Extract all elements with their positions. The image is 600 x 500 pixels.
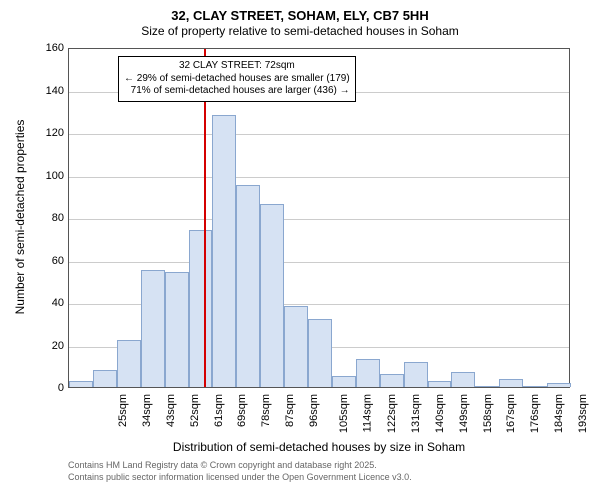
histogram-bar xyxy=(499,379,523,388)
y-tick-label: 20 xyxy=(0,340,64,352)
histogram-bar xyxy=(523,386,547,387)
y-tick-label: 140 xyxy=(0,85,64,97)
x-tick-label: 105sqm xyxy=(338,394,350,433)
histogram-bar xyxy=(212,115,236,387)
x-tick-label: 167sqm xyxy=(506,394,518,433)
annotation-line3: 71% of semi-detached houses are larger (… xyxy=(124,85,350,98)
attribution-text: Contains HM Land Registry data © Crown c… xyxy=(68,460,412,483)
x-tick-label: 193sqm xyxy=(577,394,589,433)
x-tick-label: 140sqm xyxy=(434,394,446,433)
histogram-bar xyxy=(117,340,141,387)
histogram-bar xyxy=(547,383,571,387)
histogram-bar xyxy=(260,204,284,387)
y-tick-label: 60 xyxy=(0,255,64,267)
x-tick-label: 122sqm xyxy=(386,394,398,433)
gridline xyxy=(69,262,569,263)
histogram-bar xyxy=(380,374,404,387)
histogram-bar xyxy=(404,362,428,388)
chart-title: 32, CLAY STREET, SOHAM, ELY, CB7 5HH xyxy=(0,8,600,23)
x-tick-label: 69sqm xyxy=(237,394,249,427)
x-tick-label: 61sqm xyxy=(213,394,225,427)
gridline xyxy=(69,219,569,220)
x-tick-label: 184sqm xyxy=(553,394,565,433)
gridline xyxy=(69,177,569,178)
histogram-bar xyxy=(451,372,475,387)
y-tick-label: 100 xyxy=(0,170,64,182)
x-tick-label: 131sqm xyxy=(410,394,422,433)
x-tick-label: 25sqm xyxy=(117,394,129,427)
y-tick-label: 0 xyxy=(0,382,64,394)
x-axis-label: Distribution of semi-detached houses by … xyxy=(68,440,570,454)
histogram-bar xyxy=(93,370,117,387)
histogram-bar xyxy=(284,306,308,387)
x-tick-label: 176sqm xyxy=(529,394,541,433)
y-tick-label: 40 xyxy=(0,297,64,309)
histogram-bar xyxy=(308,319,332,387)
x-tick-label: 52sqm xyxy=(189,394,201,427)
y-tick-label: 80 xyxy=(0,212,64,224)
y-tick-label: 120 xyxy=(0,127,64,139)
gridline xyxy=(69,134,569,135)
x-tick-label: 34sqm xyxy=(141,394,153,427)
annotation-line2: ← 29% of semi-detached houses are smalle… xyxy=(124,73,350,86)
chart-subtitle: Size of property relative to semi-detach… xyxy=(0,24,600,38)
attribution-line1: Contains HM Land Registry data © Crown c… xyxy=(68,460,412,472)
histogram-bar xyxy=(428,381,452,387)
attribution-line2: Contains public sector information licen… xyxy=(68,472,412,484)
histogram-bar xyxy=(141,270,165,387)
x-tick-label: 96sqm xyxy=(308,394,320,427)
annotation-line1: 32 CLAY STREET: 72sqm xyxy=(124,60,350,73)
x-tick-label: 43sqm xyxy=(165,394,177,427)
annotation-box: 32 CLAY STREET: 72sqm ← 29% of semi-deta… xyxy=(118,56,356,102)
histogram-bar xyxy=(165,272,189,387)
histogram-bar xyxy=(236,185,260,387)
x-tick-label: 78sqm xyxy=(260,394,272,427)
histogram-bar xyxy=(332,376,356,387)
histogram-bar xyxy=(189,230,213,387)
x-tick-label: 158sqm xyxy=(482,394,494,433)
x-tick-label: 87sqm xyxy=(284,394,296,427)
histogram-bar xyxy=(69,381,93,387)
y-tick-label: 160 xyxy=(0,42,64,54)
histogram-bar xyxy=(356,359,380,387)
x-tick-label: 149sqm xyxy=(458,394,470,433)
x-tick-label: 114sqm xyxy=(361,394,373,432)
histogram-bar xyxy=(475,386,499,387)
